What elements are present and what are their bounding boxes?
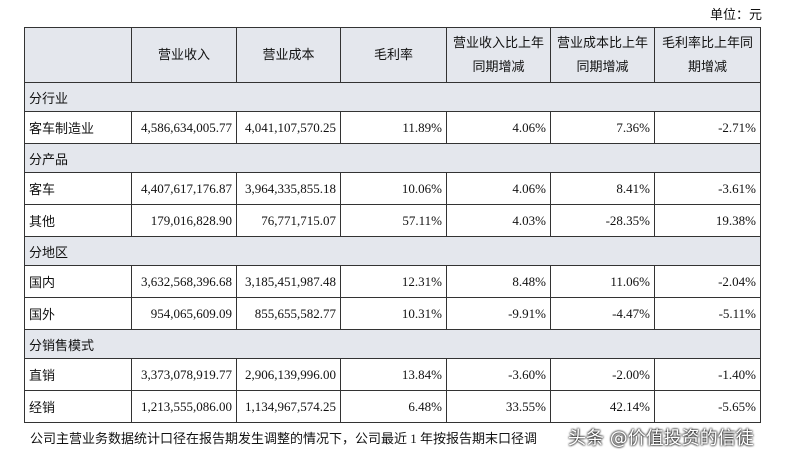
header-cell [24,27,132,83]
cell: 客车制造业 [24,111,132,144]
header-cell: 营业成本 [236,27,341,83]
header-cell: 毛利率比上年同期增减 [654,27,761,83]
cell: 2,906,139,996.00 [236,358,341,391]
header-cell: 营业成本比上年同期增减 [550,27,655,83]
cell: 179,016,828.90 [131,204,237,237]
cell: 76,771,715.07 [236,204,341,237]
cell: 3,373,078,919.77 [131,358,237,391]
cell: 12.31% [340,265,447,298]
header-row: 营业收入 营业成本 毛利率 营业收入比上年同期增减 营业成本比上年同期增减 毛利率比上年同… [24,27,761,83]
cell: 1,134,967,574.25 [236,390,341,423]
cell: 4.06% [446,172,551,205]
cell: -2.04% [654,265,761,298]
cell: 33.55% [446,390,551,423]
section-row: 分产品 [24,143,761,173]
cell: -5.11% [654,297,761,330]
cell: -28.35% [550,204,655,237]
cell: -3.60% [446,358,551,391]
cell: -9.91% [446,297,551,330]
data-row: 国内 3,632,568,396.68 3,185,451,987.48 12.31%… [24,265,761,298]
cell: -2.00% [550,358,655,391]
unit-label: 单位：元 [709,7,762,22]
cell: 10.06% [340,172,447,205]
cell: 10.31% [340,297,447,330]
cell: 国外 [24,297,132,330]
cell: -3.61% [654,172,761,205]
cell: 855,655,582.77 [236,297,341,330]
data-row: 国外 954,065,609.09 855,655,582.77 10.31% -9.9… [24,297,761,330]
cell: 954,065,609.09 [131,297,237,330]
cell: 11.89% [340,111,447,144]
cell: 4,407,617,176.87 [131,172,237,205]
cell: -2.71% [654,111,761,144]
data-row: 客车制造业 4,586,634,005.77 4,041,107,570.25 11.… [24,111,761,144]
cell: 客车 [24,172,132,205]
section-title: 分地区 [24,236,761,266]
section-row: 分地区 [24,236,761,266]
cell: 11.06% [550,265,655,298]
cell: -5.65% [654,390,761,423]
cell: 57.11% [340,204,447,237]
data-row: 其他 179,016,828.90 76,771,715.07 57.11% 4.03%… [24,204,761,237]
cell: 直销 [24,358,132,391]
cell: 4,041,107,570.25 [236,111,341,144]
cell: -4.47% [550,297,655,330]
cell: 1,213,555,086.00 [131,390,237,423]
cell: 7.36% [550,111,655,144]
cell: 国内 [24,265,132,298]
header-cell: 营业收入比上年同期增减 [446,27,551,83]
cell: 6.48% [340,390,447,423]
data-row: 直销 3,373,078,919.77 2,906,139,996.00 13.84%… [24,358,761,391]
cell: 4,586,634,005.77 [131,111,237,144]
cell: 4.03% [446,204,551,237]
data-row: 经销 1,213,555,086.00 1,134,967,574.25 6.48% 3… [24,390,761,423]
cell: 3,964,335,855.18 [236,172,341,205]
cell: 经销 [24,390,132,423]
section-title: 分销售模式 [24,329,761,359]
cell: 3,185,451,987.48 [236,265,341,298]
section-row: 分行业 [24,82,761,112]
cell: 3,632,568,396.68 [131,265,237,298]
cell: -1.40% [654,358,761,391]
section-title: 分产品 [24,143,761,173]
watermark: 头条 @价值投资的信徒 [568,428,754,449]
cell: 8.41% [550,172,655,205]
cell: 42.14% [550,390,655,423]
cell: 4.06% [446,111,551,144]
footnote: 公司主营业务数据统计口径在报告期发生调整的情况下，公司最近 1 年按报告期末口径… [30,431,538,446]
section-title: 分行业 [24,82,761,112]
header-cell: 毛利率 [340,27,447,83]
cell: 其他 [24,204,132,237]
section-row: 分销售模式 [24,329,761,359]
cell: 19.38% [654,204,761,237]
header-cell: 营业收入 [131,27,237,83]
data-row: 客车 4,407,617,176.87 3,964,335,855.18 10.06%… [24,172,761,205]
cell: 13.84% [340,358,447,391]
cell: 8.48% [446,265,551,298]
data-table: 营业收入 营业成本 毛利率 营业收入比上年同期增减 营业成本比上年同期增减 毛利率比上年同… [24,27,761,423]
